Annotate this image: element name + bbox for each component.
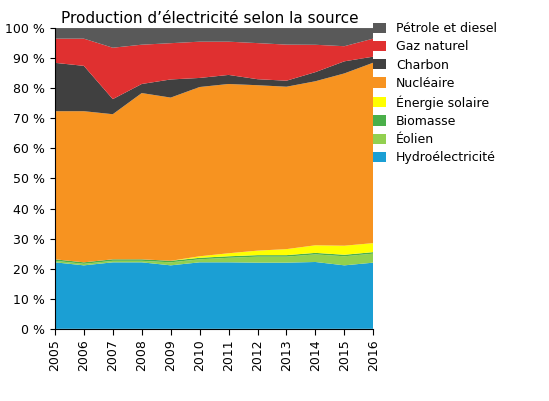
Legend: Pétrole et diesel, Gaz naturel, Charbon, Nucléaire, Énergie solaire, Biomasse, É: Pétrole et diesel, Gaz naturel, Charbon,…: [373, 22, 497, 164]
Text: Production d’électricité selon la source: Production d’électricité selon la source: [61, 10, 359, 26]
